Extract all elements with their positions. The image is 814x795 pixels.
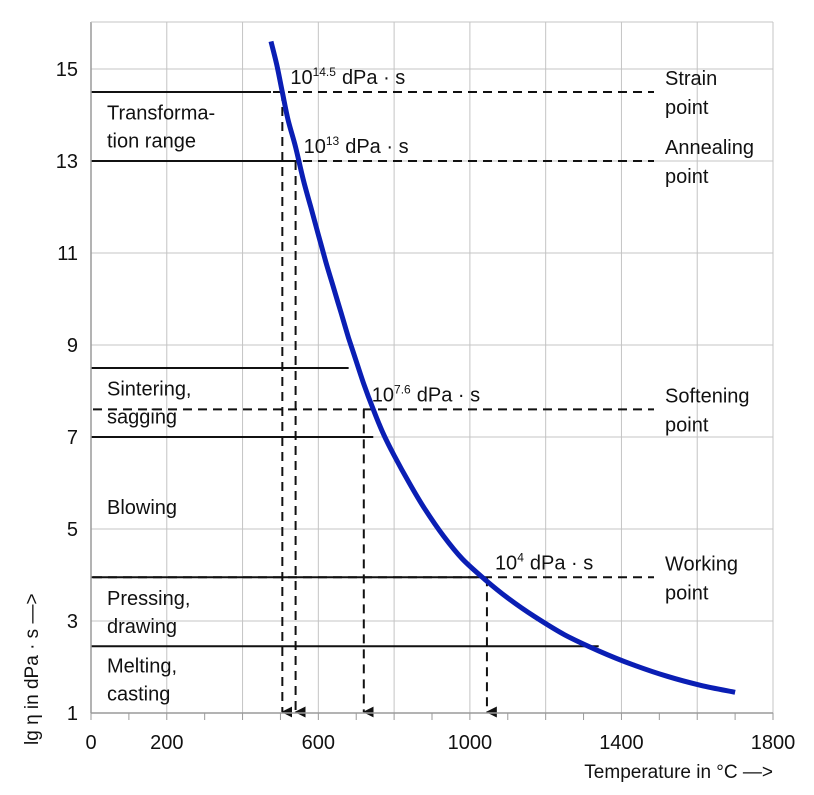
viscosity-unit: dPa · s bbox=[417, 384, 480, 406]
range-label: tion range bbox=[107, 131, 196, 153]
fixed-point-viscosity: 104 dPa · s bbox=[495, 550, 593, 574]
y-tick-label: 9 bbox=[67, 335, 78, 357]
fixed-point-name: point bbox=[665, 582, 709, 604]
x-tick-label: 1400 bbox=[599, 732, 644, 754]
fixed-point-name: Strain bbox=[665, 68, 717, 90]
range-label: Melting, bbox=[107, 656, 177, 678]
viscosity-base: 10 bbox=[290, 67, 312, 89]
x-tick-label: 600 bbox=[302, 732, 335, 754]
y-tick-label: 3 bbox=[67, 611, 78, 633]
x-tick-label: 1000 bbox=[448, 732, 493, 754]
viscosity-curve bbox=[268, 40, 736, 695]
fixed-point-guides bbox=[93, 91, 654, 718]
range-label: casting bbox=[107, 684, 170, 706]
range-label: Pressing, bbox=[107, 588, 190, 610]
y-tick-label: 11 bbox=[57, 243, 78, 265]
y-tick-label: 1 bbox=[67, 703, 78, 725]
x-axis-title: Temperature in °C —> bbox=[584, 762, 773, 783]
y-tick-label: 5 bbox=[67, 519, 78, 541]
y-tick-label: 13 bbox=[56, 151, 78, 173]
series-layer bbox=[268, 40, 736, 695]
fixed-point-name: point bbox=[665, 166, 709, 188]
x-tick-label: 200 bbox=[150, 732, 183, 754]
fixed-point-name: point bbox=[665, 97, 709, 119]
range-label: Sintering, bbox=[107, 379, 192, 401]
viscosity-exponent: 7.6 bbox=[394, 382, 411, 396]
y-tick-label: 15 bbox=[56, 59, 78, 81]
viscosity-unit: dPa · s bbox=[530, 552, 593, 574]
viscosity-base: 10 bbox=[372, 384, 394, 406]
x-tick-label: 0 bbox=[85, 732, 96, 754]
viscosity-base: 10 bbox=[304, 136, 326, 158]
fixed-point-viscosity: 1013 dPa · s bbox=[304, 134, 409, 158]
range-label: drawing bbox=[107, 616, 177, 638]
range-label: Blowing bbox=[107, 497, 177, 519]
viscosity-exponent: 13 bbox=[326, 134, 340, 148]
range-label: sagging bbox=[107, 407, 177, 429]
fixed-point-viscosity: 107.6 dPa · s bbox=[372, 382, 480, 406]
range-label: Transforma- bbox=[107, 103, 215, 125]
viscosity-exponent: 4 bbox=[517, 550, 524, 564]
y-axis-title: lg η in dPa · s —> bbox=[22, 593, 43, 745]
viscosity-base: 10 bbox=[495, 552, 517, 574]
annotations: Transforma-tion range Sintering, sagging Bl… bbox=[107, 65, 754, 706]
x-tick-label: 1800 bbox=[751, 732, 796, 754]
y-tick-label: 7 bbox=[67, 427, 78, 449]
fixed-point-name: Softening bbox=[665, 385, 750, 407]
fixed-point-name: point bbox=[665, 414, 709, 436]
fixed-point-name: Annealing bbox=[665, 137, 754, 159]
viscosity-exponent: 14.5 bbox=[313, 65, 337, 79]
viscosity-unit: dPa · s bbox=[342, 67, 405, 89]
viscosity-unit: dPa · s bbox=[345, 136, 408, 158]
fixed-point-viscosity: 1014.5 dPa · s bbox=[290, 65, 405, 89]
axes: 0 200 600 1000 1400 180013579111315Temperatur… bbox=[22, 21, 796, 783]
fixed-point-name: Working bbox=[665, 553, 738, 575]
